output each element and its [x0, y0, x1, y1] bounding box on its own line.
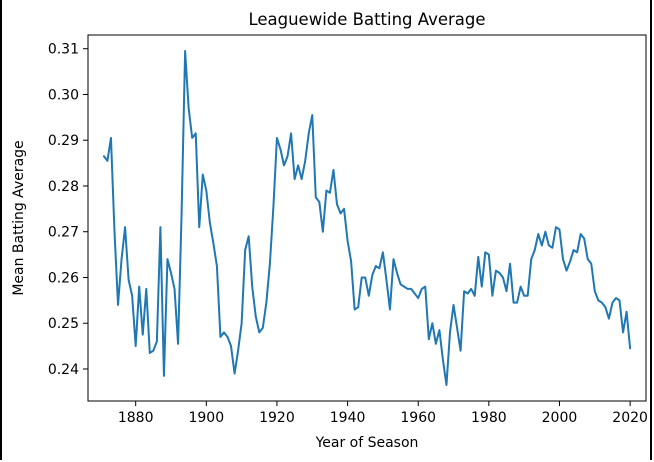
y-axis-ticks: 0.24 0.25 0.26 0.27 0.28 0.29 0.30 0.31 [48, 42, 88, 378]
chart-title: Leaguewide Batting Average [248, 10, 485, 29]
y-tick-label: 0.27 [48, 225, 79, 241]
x-tick-label: 2020 [612, 410, 648, 426]
y-tick-label: 0.24 [48, 362, 79, 378]
x-axis-ticks: 1880 1900 1920 1940 1960 1980 2000 2020 [118, 401, 648, 426]
x-tick-label: 1980 [471, 410, 507, 426]
y-tick-label: 0.26 [48, 270, 79, 286]
y-tick-label: 0.30 [48, 87, 79, 103]
y-tick-label: 0.31 [48, 42, 79, 58]
y-axis-label: Mean Batting Average [11, 140, 27, 295]
x-tick-label: 1920 [259, 410, 295, 426]
x-tick-label: 1960 [400, 410, 436, 426]
y-tick-label: 0.29 [48, 133, 79, 149]
series-line [102, 50, 632, 386]
x-axis-label: Year of Season [315, 435, 419, 451]
y-tick-label: 0.28 [48, 179, 79, 195]
x-tick-label: 1940 [330, 410, 366, 426]
x-tick-label: 1880 [118, 410, 154, 426]
series-group [102, 50, 632, 386]
x-tick-label: 1900 [188, 410, 224, 426]
x-tick-label: 2000 [542, 410, 578, 426]
y-tick-label: 0.25 [48, 316, 79, 332]
plot-area-frame [87, 34, 647, 402]
